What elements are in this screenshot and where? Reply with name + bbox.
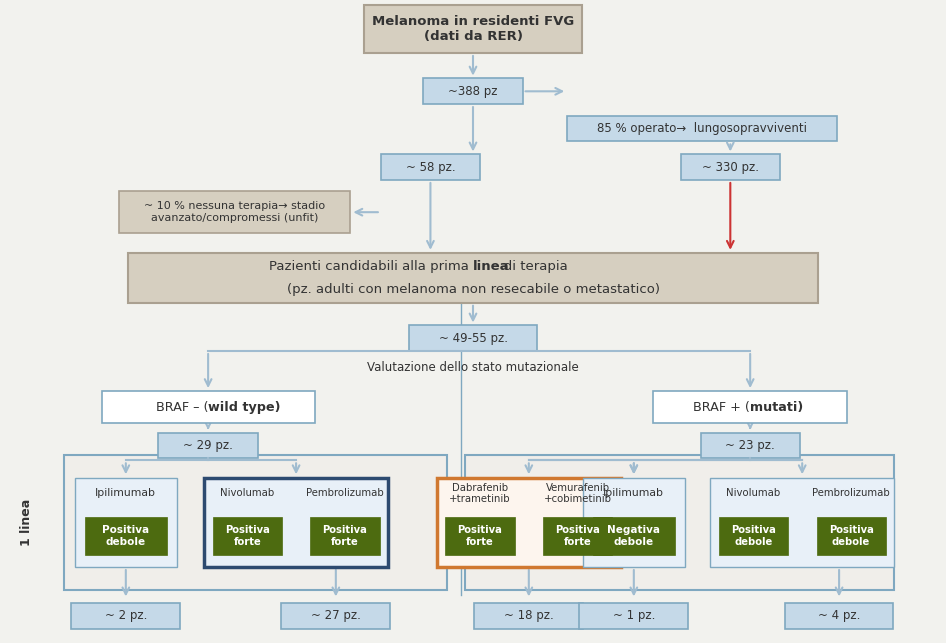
Text: Positiva
debole: Positiva debole <box>829 525 873 547</box>
FancyBboxPatch shape <box>75 478 177 567</box>
Text: ~ 29 pz.: ~ 29 pz. <box>184 439 233 452</box>
Text: Pazienti candidabili alla prima: Pazienti candidabili alla prima <box>269 260 473 273</box>
FancyBboxPatch shape <box>310 518 379 555</box>
FancyBboxPatch shape <box>446 518 515 555</box>
FancyBboxPatch shape <box>710 478 894 567</box>
FancyBboxPatch shape <box>85 518 166 555</box>
FancyBboxPatch shape <box>543 518 612 555</box>
FancyBboxPatch shape <box>593 518 674 555</box>
Text: 1 linea: 1 linea <box>20 499 33 547</box>
Text: Positiva
forte: Positiva forte <box>458 525 502 547</box>
Text: ~ 23 pz.: ~ 23 pz. <box>726 439 775 452</box>
FancyBboxPatch shape <box>681 154 780 180</box>
Text: Melanoma in residenti FVG
(dati da RER): Melanoma in residenti FVG (dati da RER) <box>372 15 574 43</box>
Text: ~ 2 pz.: ~ 2 pz. <box>105 610 147 622</box>
Text: Pembrolizumab: Pembrolizumab <box>307 489 384 498</box>
Text: 85 % operato→  lungosopravviventi: 85 % operato→ lungosopravviventi <box>597 122 807 135</box>
FancyBboxPatch shape <box>128 253 818 303</box>
FancyBboxPatch shape <box>119 191 350 233</box>
FancyBboxPatch shape <box>213 518 282 555</box>
Text: linea: linea <box>473 260 510 273</box>
Text: Pembrolizumab: Pembrolizumab <box>813 489 890 498</box>
Text: di terapia: di terapia <box>474 260 568 273</box>
Text: Ipilimumab: Ipilimumab <box>604 489 664 498</box>
FancyBboxPatch shape <box>700 433 799 458</box>
FancyBboxPatch shape <box>409 325 536 351</box>
Text: Ipilimumab: Ipilimumab <box>96 489 156 498</box>
FancyBboxPatch shape <box>64 455 447 590</box>
Text: Valutazione dello stato mutazionale: Valutazione dello stato mutazionale <box>367 361 579 374</box>
FancyBboxPatch shape <box>380 154 481 180</box>
Text: Nivolumab: Nivolumab <box>220 489 274 498</box>
FancyBboxPatch shape <box>159 433 257 458</box>
FancyBboxPatch shape <box>653 391 847 423</box>
FancyBboxPatch shape <box>579 603 689 629</box>
Text: Vemurafenib
+cobimetinib: Vemurafenib +cobimetinib <box>544 483 612 504</box>
Text: wild type): wild type) <box>208 401 281 413</box>
Text: ~ 10 % nessuna terapia→ stadio
avanzato/compromessi (unfit): ~ 10 % nessuna terapia→ stadio avanzato/… <box>144 201 325 223</box>
FancyBboxPatch shape <box>475 603 583 629</box>
FancyBboxPatch shape <box>281 603 390 629</box>
Text: Positiva
forte: Positiva forte <box>225 525 270 547</box>
Text: Nivolumab: Nivolumab <box>727 489 780 498</box>
FancyBboxPatch shape <box>785 603 893 629</box>
FancyBboxPatch shape <box>583 478 685 567</box>
FancyBboxPatch shape <box>436 478 622 567</box>
Text: BRAF – (: BRAF – ( <box>156 401 208 413</box>
Text: (pz. adulti con melanoma non resecabile o metastatico): (pz. adulti con melanoma non resecabile … <box>287 283 659 296</box>
FancyBboxPatch shape <box>816 518 885 555</box>
FancyBboxPatch shape <box>72 603 180 629</box>
FancyBboxPatch shape <box>567 116 837 141</box>
Text: Negativa
debole: Negativa debole <box>607 525 660 547</box>
Text: ~ 4 pz.: ~ 4 pz. <box>818 610 860 622</box>
Text: Positiva
forte: Positiva forte <box>323 525 367 547</box>
Text: Positiva
forte: Positiva forte <box>555 525 600 547</box>
FancyBboxPatch shape <box>465 455 894 590</box>
Text: mutati): mutati) <box>750 401 803 413</box>
FancyBboxPatch shape <box>719 518 788 555</box>
Text: ~ 58 pz.: ~ 58 pz. <box>406 161 455 174</box>
Text: ~ 330 pz.: ~ 330 pz. <box>702 161 759 174</box>
Text: ~388 pz: ~388 pz <box>448 85 498 98</box>
FancyBboxPatch shape <box>101 391 314 423</box>
Text: BRAF + (: BRAF + ( <box>693 401 750 413</box>
FancyBboxPatch shape <box>204 478 388 567</box>
Text: ~ 49-55 pz.: ~ 49-55 pz. <box>439 332 507 345</box>
Text: ~ 18 pz.: ~ 18 pz. <box>504 610 553 622</box>
Text: ~ 27 pz.: ~ 27 pz. <box>311 610 360 622</box>
Text: Dabrafenib
+trametinib: Dabrafenib +trametinib <box>449 483 511 504</box>
Text: ~ 1 pz.: ~ 1 pz. <box>613 610 655 622</box>
Text: Positiva
debole: Positiva debole <box>731 525 776 547</box>
Text: Positiva
debole: Positiva debole <box>102 525 149 547</box>
FancyBboxPatch shape <box>423 78 522 104</box>
FancyBboxPatch shape <box>364 5 582 53</box>
